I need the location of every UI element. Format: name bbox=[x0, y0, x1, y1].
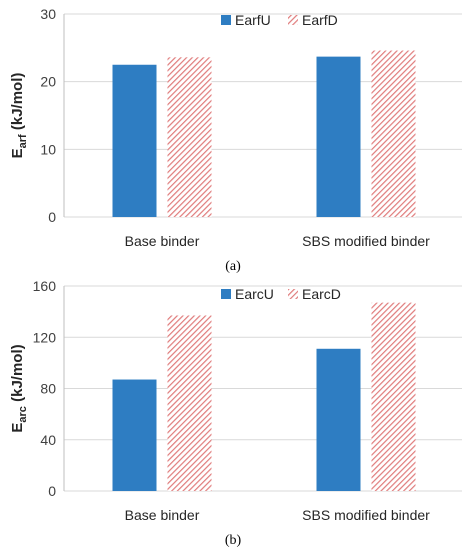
y-axis-title-unit: (kJ/mol) bbox=[9, 344, 26, 406]
bar-earcd-base bbox=[167, 315, 212, 491]
bar-earfu-base bbox=[112, 64, 157, 217]
y-axis-title-main: E bbox=[9, 423, 26, 433]
legend-label: EarcD bbox=[302, 286, 341, 302]
bar-earfd-sbs bbox=[371, 50, 416, 217]
y-axis-title-subscript: arc bbox=[17, 406, 29, 423]
y-tick-label: 160 bbox=[33, 278, 57, 294]
y-axis-title-unit: (kJ/mol) bbox=[9, 73, 26, 135]
bar-earcu-base bbox=[112, 379, 157, 491]
legend-label: EarfU bbox=[235, 12, 271, 28]
y-axis-title-main: E bbox=[9, 148, 26, 158]
x-category-label: Base binder bbox=[125, 507, 200, 523]
y-tick-label: 40 bbox=[40, 432, 56, 448]
y-axis-title: Earc (kJ/mol) bbox=[9, 344, 29, 432]
legend-swatch bbox=[221, 289, 231, 299]
figure-caption: (b) bbox=[225, 533, 242, 548]
figure-caption: (a) bbox=[225, 259, 241, 274]
legend: EarcU EarcD bbox=[221, 286, 341, 302]
y-tick-label: 10 bbox=[40, 141, 56, 157]
x-category-label: SBS modified binder bbox=[302, 233, 430, 249]
y-tick-label: 120 bbox=[33, 329, 57, 345]
chart-panel-a: 0 10 20 30 Base binder SBS modified binder Ear… bbox=[9, 6, 462, 274]
legend-label: EarfD bbox=[302, 12, 338, 28]
y-tick-label: 80 bbox=[40, 381, 56, 397]
y-tick-label: 0 bbox=[48, 483, 56, 499]
y-axis-title-subscript: arf bbox=[17, 134, 29, 148]
y-tick-label: 0 bbox=[48, 209, 56, 225]
y-axis-title: Earf (kJ/mol) bbox=[9, 73, 29, 159]
legend-swatch bbox=[288, 289, 298, 299]
bar-earcu-sbs bbox=[316, 348, 361, 491]
x-category-label: Base binder bbox=[125, 233, 200, 249]
legend-label: EarcU bbox=[235, 286, 274, 302]
x-category-label: SBS modified binder bbox=[302, 507, 430, 523]
bar-earfd-base bbox=[167, 57, 212, 217]
legend-swatch bbox=[288, 15, 298, 25]
bar-earfu-sbs bbox=[316, 56, 361, 217]
chart-panel-b: 0 40 80 120 160 Base binder SBS modified binde… bbox=[9, 278, 462, 548]
bar-earcd-sbs bbox=[371, 302, 416, 491]
legend: EarfU EarfD bbox=[221, 12, 338, 28]
y-tick-label: 30 bbox=[40, 6, 56, 22]
y-tick-label: 20 bbox=[40, 74, 56, 90]
legend-swatch bbox=[221, 15, 231, 25]
